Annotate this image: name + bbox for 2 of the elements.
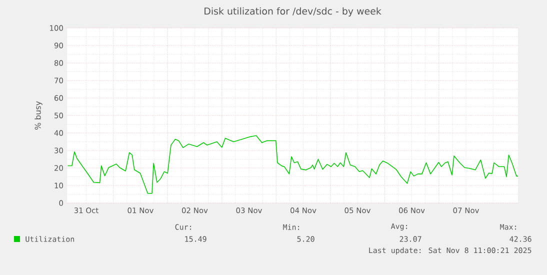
line-series (67, 135, 518, 194)
chart-title: Disk utilization for /dev/sdc - by week (204, 7, 382, 16)
